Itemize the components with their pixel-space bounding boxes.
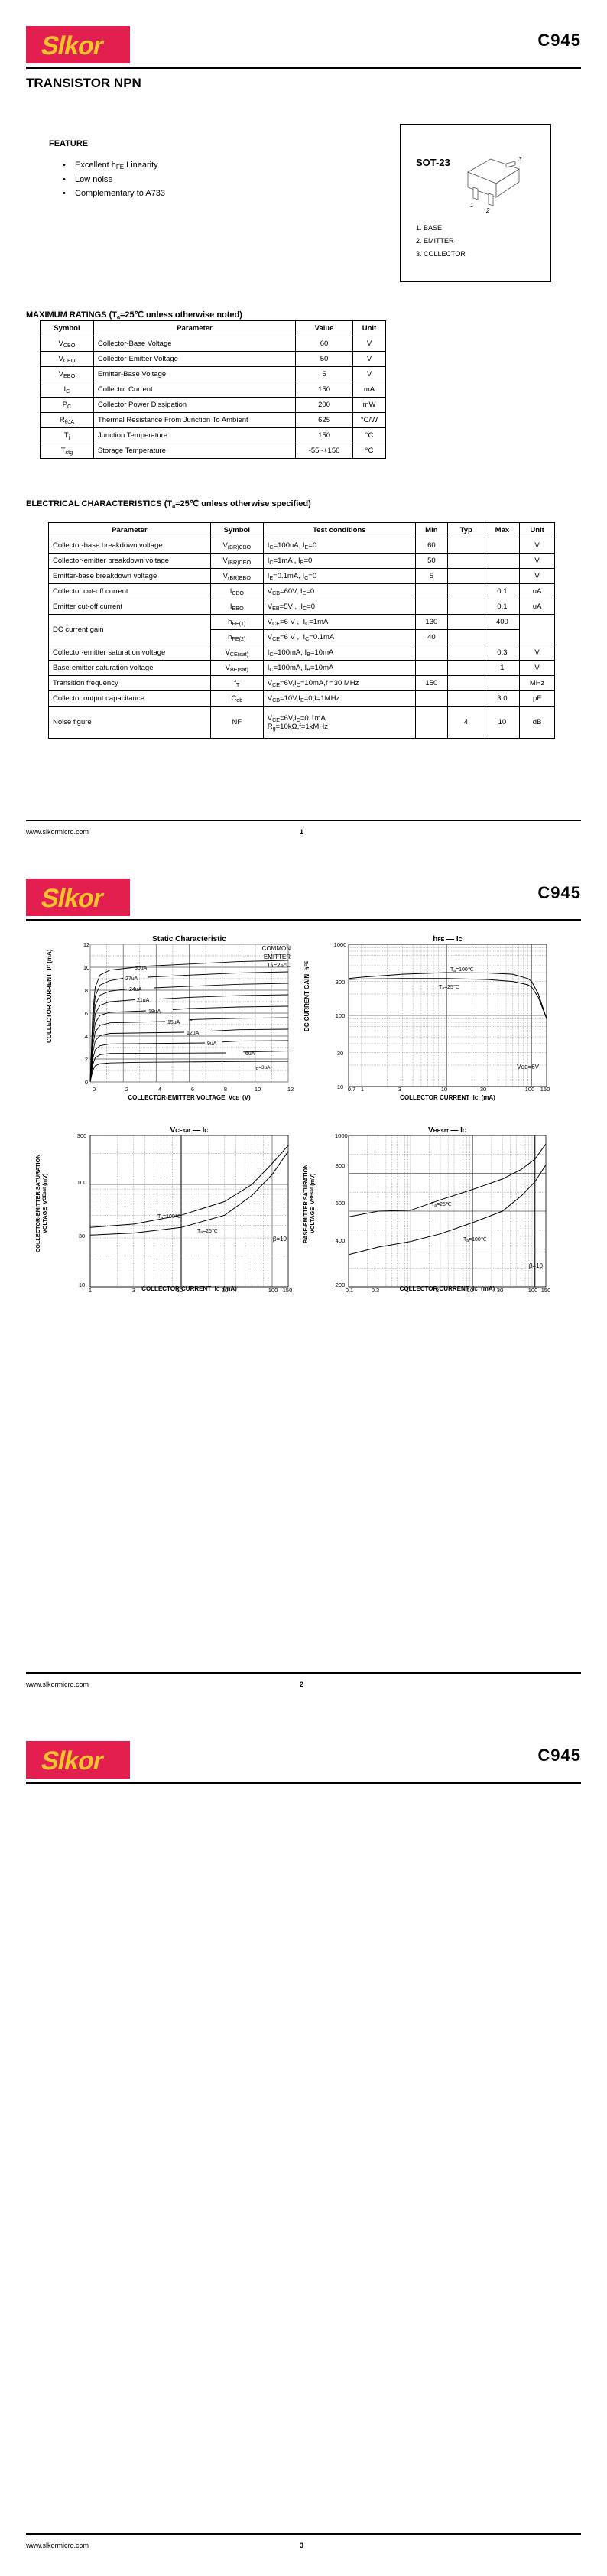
- svg-text:Ta=25℃: Ta=25℃: [197, 1229, 218, 1235]
- svg-text:6uA: 6uA: [245, 1051, 255, 1057]
- svg-text:12uA: 12uA: [187, 1031, 200, 1036]
- svg-text:9uA: 9uA: [207, 1041, 217, 1047]
- svg-text:27uA: 27uA: [125, 976, 138, 982]
- svg-text:1: 1: [470, 202, 473, 209]
- svg-text:Ta=25℃: Ta=25℃: [439, 985, 459, 991]
- svg-text:Ta=25℃: Ta=25℃: [431, 1202, 452, 1208]
- svg-text:Ta=100℃: Ta=100℃: [463, 1237, 487, 1243]
- svg-text:2: 2: [485, 207, 490, 214]
- svg-text:Ta=100℃: Ta=100℃: [450, 967, 474, 973]
- svg-text:24uA: 24uA: [129, 987, 142, 992]
- svg-text:IB=3uA: IB=3uA: [255, 1065, 271, 1071]
- svg-text:21uA: 21uA: [137, 998, 150, 1003]
- svg-text:Slkor: Slkor: [38, 31, 106, 60]
- svg-text:30uA: 30uA: [135, 966, 148, 971]
- svg-text:Ta=100℃: Ta=100℃: [157, 1214, 181, 1220]
- svg-text:15uA: 15uA: [167, 1020, 180, 1025]
- svg-text:Slkor: Slkor: [38, 884, 106, 913]
- svg-text:3: 3: [518, 156, 522, 163]
- svg-text:18uA: 18uA: [148, 1009, 161, 1015]
